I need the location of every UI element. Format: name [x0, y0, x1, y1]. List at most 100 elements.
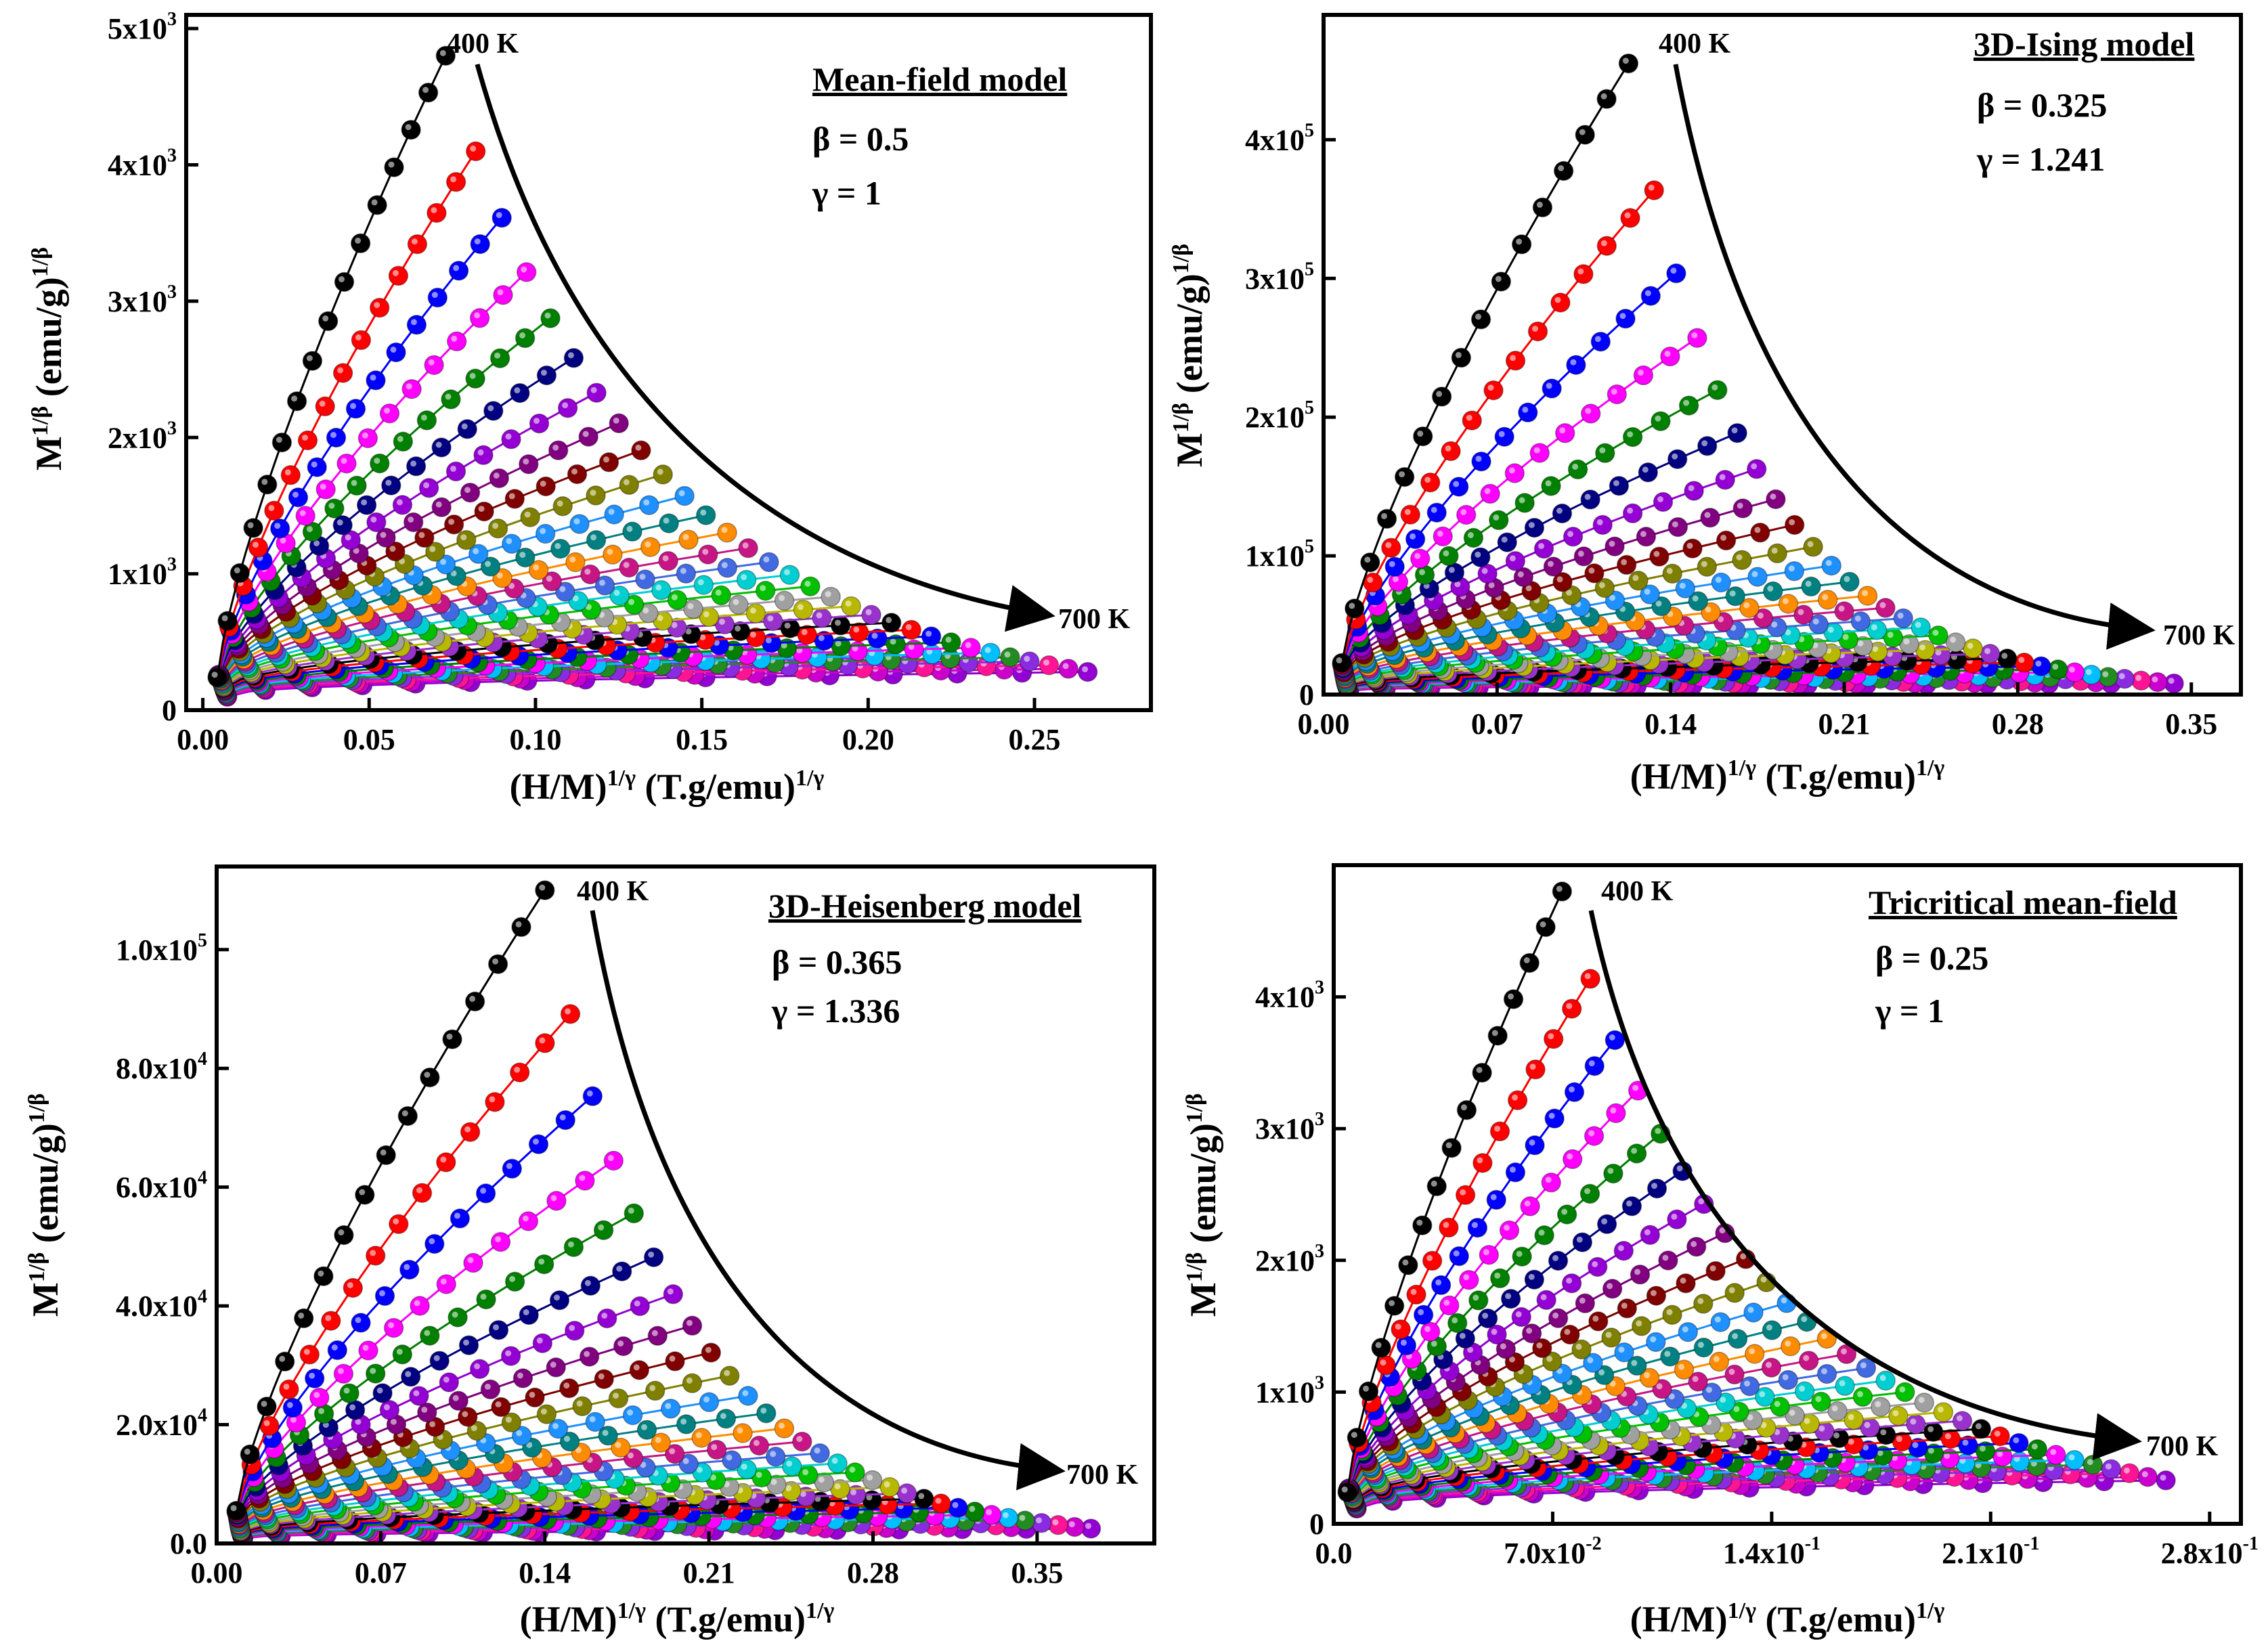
data-point-highlight [1594, 336, 1601, 343]
x-tick-label: 0.07 [1471, 707, 1523, 741]
data-point [1541, 1172, 1561, 1193]
data-point-highlight [1389, 1300, 1395, 1307]
data-point-highlight [1566, 589, 1572, 596]
data-point [492, 207, 512, 228]
data-point-highlight [645, 541, 651, 548]
data-point-highlight [370, 517, 377, 523]
data-point-highlight [410, 460, 417, 467]
data-point [1794, 1381, 1815, 1402]
data-point [1647, 1178, 1667, 1199]
data-point [450, 1208, 471, 1229]
data-point-highlight [1609, 540, 1615, 547]
data-point [1743, 1302, 1764, 1323]
data-point [431, 497, 452, 518]
data-point-highlight [1701, 440, 1708, 447]
data-point-highlight [1815, 1396, 1822, 1403]
data-point-highlight [2102, 671, 2109, 678]
data-point-highlight [523, 458, 529, 465]
data-point [365, 1246, 386, 1266]
data-point [1544, 1108, 1565, 1129]
data-point [1394, 466, 1415, 487]
data-point-highlight [835, 640, 842, 647]
data-point-highlight [388, 161, 395, 168]
data-point-highlight [1632, 575, 1639, 582]
data-point [1615, 308, 1636, 329]
data-point-highlight [952, 1501, 959, 1508]
data-point-highlight [607, 1155, 614, 1162]
data-point [424, 1233, 445, 1254]
data-point [619, 475, 640, 496]
data-point-highlight [420, 414, 427, 421]
data-point-highlight [539, 1037, 546, 1044]
data-point [1039, 655, 1060, 676]
data-point [1575, 125, 1595, 145]
data-point-highlight [1644, 290, 1651, 297]
data-point [416, 410, 437, 431]
data-point [406, 456, 427, 477]
data-point-highlight [1399, 471, 1405, 478]
temperature-trend-arrow [475, 64, 1055, 632]
data-point-highlight [1385, 542, 1392, 548]
data-point-highlight [1994, 1430, 2001, 1437]
data-point-highlight [351, 479, 357, 486]
data-point [358, 1340, 378, 1361]
data-point [717, 522, 737, 543]
data-point-highlight [1788, 565, 1795, 572]
data-point-highlight [590, 387, 597, 393]
data-point [315, 396, 335, 417]
data-point-highlight [686, 1319, 693, 1326]
data-point-highlight [984, 646, 991, 653]
data-point [420, 1067, 440, 1088]
data-point-highlight [493, 1324, 499, 1331]
data-point-highlight [800, 1491, 806, 1497]
data-point-highlight [477, 449, 484, 456]
data-point-highlight [404, 1264, 410, 1271]
data-point [487, 954, 508, 974]
data-point [535, 880, 555, 900]
data-point-highlight [1584, 494, 1591, 500]
data-point-highlight [443, 1376, 450, 1383]
data-point-highlight [1666, 567, 1673, 574]
data-point-highlight [569, 556, 576, 563]
data-point [564, 1320, 585, 1341]
data-point [609, 413, 629, 434]
data-point [1609, 475, 1630, 496]
data-point [2101, 1459, 2122, 1479]
x-tick-label: 0.14 [519, 1556, 571, 1589]
data-point [1345, 598, 1365, 619]
data-point [914, 1489, 934, 1509]
data-point-highlight [508, 493, 515, 500]
data-point [343, 1277, 364, 1298]
data-point-highlight [431, 207, 437, 213]
data-point-highlight [370, 1367, 376, 1374]
data-point-highlight [1572, 463, 1579, 470]
data-point-highlight [567, 1241, 574, 1248]
data-point-highlight [1662, 1254, 1669, 1261]
data-point-highlight [598, 611, 605, 618]
data-point [1638, 462, 1659, 483]
data-point [1410, 548, 1431, 569]
data-point [535, 1033, 555, 1053]
data-point [1553, 160, 1574, 181]
data-point-highlight [801, 629, 808, 636]
data-point-highlight [355, 237, 362, 244]
data-point-highlight [1857, 640, 1864, 646]
data-point [1015, 1510, 1035, 1531]
data-point-highlight [302, 435, 308, 441]
data-point-highlight [1043, 659, 1049, 666]
data-point-highlight [715, 589, 722, 596]
data-point [372, 1383, 393, 1403]
data-point [1504, 463, 1525, 483]
data-point-highlight [410, 319, 417, 326]
curves [1337, 881, 2176, 1519]
data-point-highlight [519, 552, 526, 558]
data-point-highlight [1854, 615, 1861, 622]
data-point-highlight [613, 1392, 619, 1399]
data-point-highlight [1648, 184, 1655, 191]
data-point [1422, 1250, 1443, 1271]
data-point-highlight [1783, 598, 1789, 605]
data-point [1500, 1288, 1521, 1309]
data-point-highlight [1807, 541, 1814, 548]
data-point-highlight [1655, 600, 1662, 607]
data-point [1480, 483, 1500, 504]
